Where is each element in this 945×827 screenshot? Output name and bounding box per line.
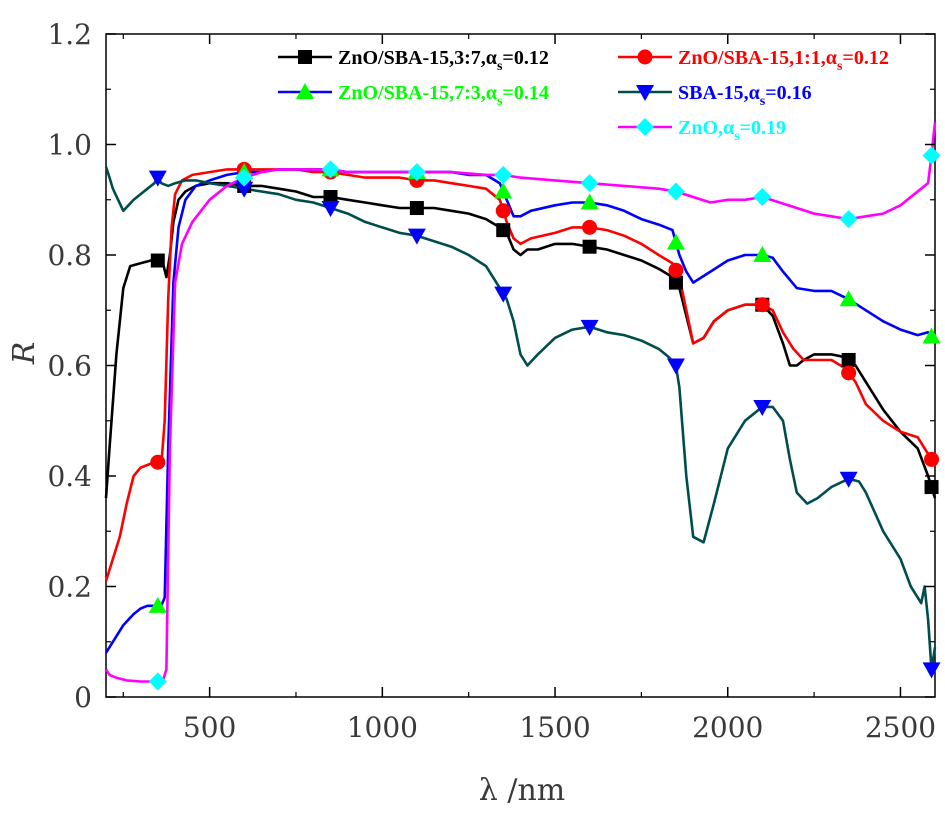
series-1-marker xyxy=(841,365,857,381)
legend: ZnO/SBA-15,3:7,αs=0.12 ZnO/SBA-15,1:1,αs=… xyxy=(278,47,889,144)
legend-label-1: ZnO/SBA-15,1:1,αs=0.12 xyxy=(678,47,889,74)
legend-marker-0 xyxy=(298,50,312,64)
series-4-marker xyxy=(494,165,513,184)
series-4-marker xyxy=(321,160,340,179)
y-tick-label: 0 xyxy=(74,681,92,714)
series-2-marker xyxy=(494,182,513,199)
x-tick-label: 500 xyxy=(183,711,236,744)
x-tick-label: 1500 xyxy=(519,711,590,744)
legend-marker-3 xyxy=(636,85,654,101)
series-0-marker xyxy=(323,189,338,204)
series-1-marker xyxy=(582,219,598,235)
series-4-marker xyxy=(666,182,685,201)
series-2-marker xyxy=(580,193,599,210)
legend-label-3: SBA-15,αs=0.16 xyxy=(678,82,812,109)
y-tick-label: 1.2 xyxy=(47,18,92,51)
series-0-marker xyxy=(924,480,939,495)
series-3-marker xyxy=(666,358,685,375)
legend-label-2: ZnO/SBA-15,7:3,αs=0.14 xyxy=(338,82,549,109)
series-line-2 xyxy=(104,168,936,654)
series-1-marker xyxy=(668,262,684,278)
x-tick-label: 1000 xyxy=(347,711,418,744)
series-3-marker xyxy=(839,471,858,488)
series-line-0 xyxy=(104,181,937,499)
series-1-marker xyxy=(495,203,511,219)
series-3-marker xyxy=(753,399,772,416)
legend-marker-2 xyxy=(296,83,314,99)
series-0-marker xyxy=(150,253,165,268)
legend-marker-1 xyxy=(637,49,653,65)
series-4-marker xyxy=(753,187,772,206)
series-3-marker xyxy=(321,201,340,218)
series-4-marker xyxy=(580,174,599,193)
x-axis-label: λ /nm xyxy=(479,773,565,808)
y-tick-label: 0.4 xyxy=(47,460,92,493)
series-1-marker xyxy=(754,297,770,313)
series-0-marker xyxy=(582,239,597,254)
series-line-3 xyxy=(104,166,937,671)
x-axis: 500 1000 1500 2000 2500 xyxy=(122,34,936,744)
y-tick-label: 1.0 xyxy=(47,129,92,162)
series-3-marker xyxy=(148,170,167,187)
series-0-marker xyxy=(841,352,856,367)
series-4-marker xyxy=(407,163,426,182)
series-0-marker xyxy=(409,201,424,216)
legend-label-4: ZnO,αs=0.19 xyxy=(678,117,786,144)
series-1-marker xyxy=(924,451,940,467)
x-tick-label: 2500 xyxy=(865,711,936,744)
series-2-marker xyxy=(922,327,941,344)
series-0-marker xyxy=(496,223,511,238)
series-3-marker xyxy=(922,662,941,679)
series-2-marker xyxy=(753,246,772,262)
series-4-marker xyxy=(922,146,941,165)
legend-label-0: ZnO/SBA-15,3:7,αs=0.12 xyxy=(338,47,549,74)
y-tick-label: 0.6 xyxy=(47,350,92,383)
y-tick-label: 0.8 xyxy=(47,239,92,272)
plot-area xyxy=(105,33,936,698)
series-2-marker xyxy=(839,290,858,307)
series-3-marker xyxy=(407,228,426,245)
series-0-marker xyxy=(668,275,683,290)
y-tick-label: 0.2 xyxy=(47,571,92,604)
y-axis: 0 0.2 0.4 0.6 0.8 1.0 1.2 xyxy=(47,18,935,714)
series-3-marker xyxy=(580,319,599,336)
series-2-marker xyxy=(148,596,167,613)
series-3-marker xyxy=(235,181,254,198)
x-tick-label: 2000 xyxy=(692,711,763,744)
marker-layer xyxy=(148,146,941,691)
series-4-marker xyxy=(839,210,858,229)
series-4-marker xyxy=(148,672,167,691)
series-4-marker xyxy=(235,168,254,187)
series-1-marker xyxy=(150,454,166,470)
series-3-marker xyxy=(494,286,513,303)
series-layer xyxy=(104,122,937,683)
series-2-marker xyxy=(666,233,685,250)
y-axis-label: R xyxy=(7,342,42,366)
legend-marker-4 xyxy=(636,118,654,136)
